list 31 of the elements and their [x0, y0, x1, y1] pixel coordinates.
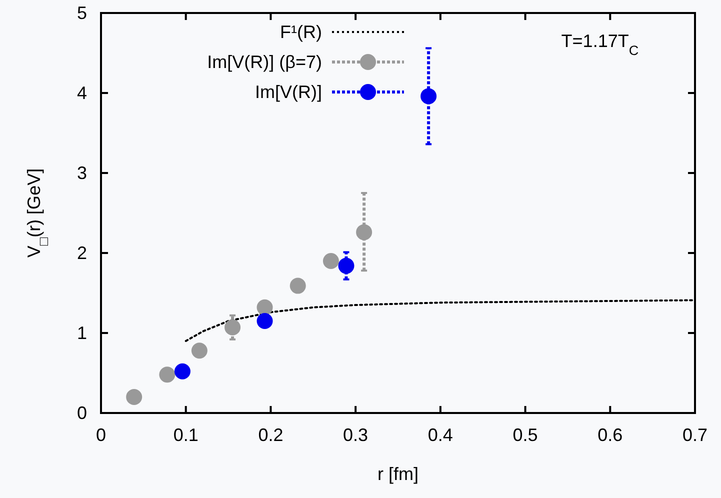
point: [256, 299, 273, 316]
x-tick-label: 0.1: [173, 425, 198, 445]
point: [159, 366, 176, 383]
point: [191, 342, 208, 359]
legend-label: Im[V(R)]: [255, 82, 322, 102]
y-tick-label: 2: [76, 243, 87, 263]
x-tick-label: 0: [96, 425, 106, 445]
point: [420, 88, 437, 104]
x-tick-label: 0.5: [512, 425, 538, 445]
y-tick-label: 1: [76, 323, 87, 343]
point: [322, 253, 339, 269]
y-tick-label: 0: [76, 403, 87, 423]
y-tick-label: 4: [76, 83, 87, 103]
legend-label: Im[V(R)] (β=7): [207, 52, 322, 72]
x-tick-label: 0.7: [682, 425, 708, 445]
point: [338, 258, 354, 274]
point: [224, 319, 241, 336]
x-tick-label: 0.4: [428, 425, 453, 445]
x-tick-label: 0.2: [258, 425, 284, 445]
x-tick-label: 0.6: [598, 425, 623, 445]
x-axis-title: r [fm]: [378, 464, 418, 484]
x-tick-label: 0.3: [343, 425, 368, 445]
legend-label: F¹(R): [280, 22, 322, 42]
point: [256, 313, 273, 329]
point: [356, 224, 372, 240]
y-tick-label: 5: [76, 3, 87, 23]
point: [290, 278, 306, 294]
point: [174, 363, 190, 380]
y-tick-label: 3: [76, 163, 87, 183]
annotation: T=1.17T$_{C}$: [561, 31, 639, 58]
point: [126, 389, 142, 405]
